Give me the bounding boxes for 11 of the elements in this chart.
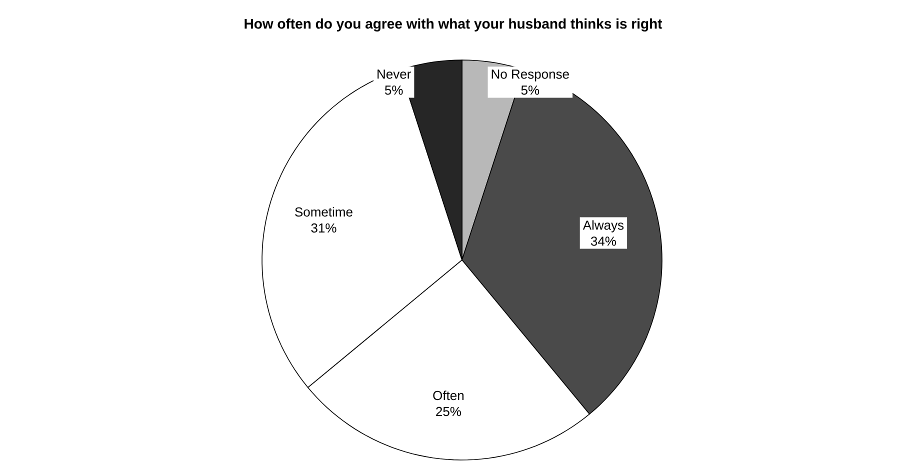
slice-label: Sometime [295,207,352,217]
slice-label: Often [433,390,464,400]
slice-label: Never [378,70,411,79]
data-label: 5% [384,86,403,95]
data-label: 34% [590,236,616,246]
slice-label: No Response [492,70,569,82]
data-label: 5% [521,86,540,95]
data-label: 25% [436,406,461,416]
data-label: 31% [311,223,336,233]
slice-label: Always [582,220,624,232]
chart-title: How often do you agree with what your husband thinks is right [244,18,662,32]
